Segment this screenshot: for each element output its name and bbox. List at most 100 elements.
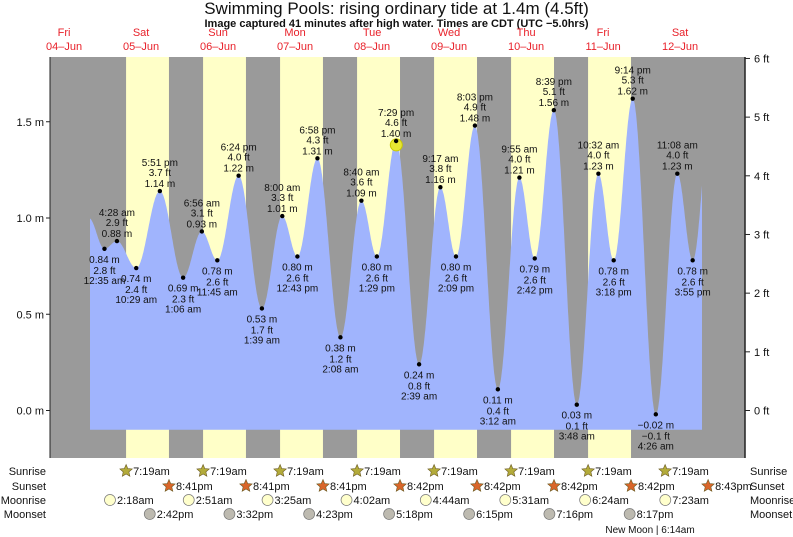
tide-ft-label: 5.3 ft — [622, 76, 644, 87]
tide-m-label: 0.78 m — [598, 266, 629, 277]
sunset-icon — [316, 478, 330, 492]
tide-time-label: 4:26 am — [638, 441, 674, 452]
sunset-time: 8:43pm — [715, 481, 752, 493]
moonset-time: 5:18pm — [396, 509, 433, 521]
tide-m-label: 1.21 m — [504, 166, 535, 177]
date-label: 07–Jun — [277, 41, 313, 53]
sunrise-time: 7:19am — [672, 466, 709, 478]
tide-ft-label: 4.3 ft — [306, 135, 328, 146]
tide-point — [374, 254, 380, 259]
day-label: Sat — [133, 27, 150, 39]
moonrise-time: 5:31am — [512, 495, 549, 507]
tide-time-label: 7:29 pm — [378, 108, 414, 119]
tide-m-label: 0.24 m — [404, 370, 435, 381]
tide-time-label: 9:14 pm — [615, 66, 651, 77]
tide-time-label: 3:12 am — [480, 416, 516, 427]
tide-m-label: 0.80 m — [282, 263, 313, 274]
tide-m-label: 1.31 m — [302, 146, 333, 157]
tide-point — [517, 175, 522, 180]
moon-phase-label: New Moon | 6:14am — [605, 525, 694, 536]
moonrise-icon — [340, 494, 353, 506]
moonrise-time: 2:18am — [117, 495, 154, 507]
sunset-icon — [393, 478, 407, 492]
sunrise-time: 7:19am — [210, 466, 247, 478]
sunset-time: 8:42pm — [561, 481, 598, 493]
tide-m-label: 1.23 m — [662, 162, 693, 173]
tide-point — [157, 188, 163, 194]
tide-ft-label: 4.6 ft — [385, 118, 407, 129]
tide-point — [236, 173, 241, 178]
tide-point — [102, 246, 107, 251]
tide-ft-label: 3.3 ft — [271, 193, 293, 204]
tide-m-label: 0.74 m — [121, 274, 152, 285]
tide-m-label: 0.11 m — [483, 395, 513, 406]
tide-point — [551, 108, 557, 113]
sunrise-time: 7:19am — [287, 466, 324, 478]
tide-point — [596, 171, 601, 176]
tide-time-label: 8:39 pm — [536, 77, 572, 88]
right-tick-label: 6 ft — [754, 53, 769, 65]
sunrise-time: 7:19am — [595, 466, 632, 478]
tide-ft-label: 3.6 ft — [350, 178, 372, 189]
tide-point — [416, 362, 422, 367]
tide-time-label: 2:09 pm — [438, 284, 474, 295]
moonset-icon — [543, 508, 556, 520]
sunrise-icon — [658, 463, 673, 477]
date-label: 09–Jun — [431, 41, 467, 53]
tide-m-label: 0.79 m — [519, 264, 550, 275]
sunset-icon — [470, 478, 484, 492]
tide-m-label: 0.03 m — [562, 411, 593, 422]
tide-time-label: 1:29 pm — [359, 284, 395, 295]
tide-ft-label: 2.4 ft — [125, 285, 147, 296]
date-label: 04–Jun — [46, 41, 82, 53]
tide-ft-label: 2.6 ft — [286, 274, 308, 285]
tide-m-label: 0.80 m — [441, 263, 472, 274]
sunrise-icon — [273, 463, 288, 477]
sunrise-icon — [504, 463, 519, 477]
tide-ft-label: 2.8 ft — [93, 266, 115, 277]
tide-ft-label: 4.0 ft — [228, 153, 250, 164]
tide-m-label: 1.09 m — [346, 189, 377, 200]
tide-m-label: 0.38 m — [325, 343, 356, 354]
tide-m-label: 0.69 m — [168, 284, 199, 295]
tide-m-label: 1.48 m — [460, 114, 491, 125]
tide-m-label: 1.22 m — [223, 164, 254, 175]
tide-m-label: 1.23 m — [583, 162, 614, 173]
sunset-time: 8:41pm — [176, 481, 213, 493]
tide-point — [393, 138, 399, 144]
right-tick-label: 3 ft — [754, 229, 769, 241]
tide-point — [574, 402, 579, 407]
tide-ft-label: 2.6 ft — [524, 275, 546, 286]
tide-ft-label: 4.9 ft — [464, 103, 486, 114]
sunrise-time: 7:19am — [441, 466, 478, 478]
tide-time-label: 2:42 pm — [517, 285, 553, 296]
tide-m-label: 0.53 m — [247, 314, 278, 325]
tide-time-label: 2:39 am — [401, 391, 437, 402]
sunrise-icon — [581, 463, 596, 477]
moonrise-icon — [499, 494, 512, 506]
right-tick-label: 2 ft — [754, 288, 769, 300]
date-label: 08–Jun — [354, 41, 390, 53]
tide-point — [690, 258, 695, 263]
tide-time-label: 10:29 am — [115, 295, 157, 306]
day-label: Thu — [517, 27, 536, 39]
sunset-time: 8:41pm — [330, 481, 367, 493]
tide-ft-label: 4.0 ft — [587, 151, 609, 162]
right-tick-label: 1 ft — [754, 347, 769, 359]
tide-m-label: 0.80 m — [362, 263, 393, 274]
tide-ft-label: 3.1 ft — [191, 208, 213, 219]
moonrise-time: 6:24am — [592, 495, 629, 507]
tide-time-label: 12:35 am — [84, 276, 126, 287]
tide-point — [338, 335, 343, 340]
date-label: 11–Jun — [585, 41, 620, 53]
tide-time-label: 6:58 pm — [299, 125, 335, 136]
sunrise-time: 7:19am — [518, 466, 555, 478]
sunrise-icon — [119, 463, 134, 477]
tide-m-label: 0.84 m — [89, 255, 120, 266]
tide-ft-label: 4.0 ft — [666, 151, 688, 162]
tide-m-label: 1.40 m — [381, 129, 412, 140]
sunset-time: 8:42pm — [407, 481, 444, 493]
tide-point — [532, 256, 537, 261]
tide-ft-label: 2.6 ft — [206, 277, 228, 288]
sunset-row-label: Sunset — [750, 481, 784, 493]
